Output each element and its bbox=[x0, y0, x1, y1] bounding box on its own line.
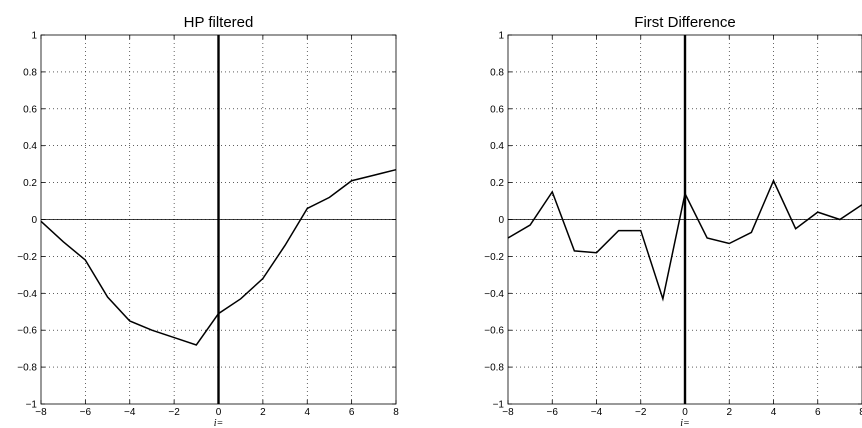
y-tick-label: 0 bbox=[498, 215, 504, 226]
x-tick-label: 6 bbox=[349, 407, 355, 418]
y-tick-label: 0.6 bbox=[490, 104, 504, 115]
y-tick-label: −0.2 bbox=[17, 252, 37, 263]
y-tick-label: −0.8 bbox=[17, 363, 37, 374]
chart-panel-2: −8 −6 −4 −2 0 2 4 6 8 −1 −0.8 −0.6 −0.4 −0.2 0 0.2 0.4 0.… bbox=[484, 14, 862, 428]
y-tick-label: 0 bbox=[31, 215, 37, 226]
chart-title: First Difference bbox=[634, 14, 735, 31]
y-tick-label: 0.8 bbox=[23, 67, 37, 78]
x-tick-label: −4 bbox=[591, 407, 603, 418]
x-tick-label: 0 bbox=[682, 407, 688, 418]
y-tick-label: −0.6 bbox=[484, 326, 504, 337]
y-tick-label: −0.4 bbox=[484, 289, 504, 300]
chart-title: HP filtered bbox=[184, 14, 254, 31]
y-tick-label: −0.8 bbox=[484, 363, 504, 374]
y-tick-label: 1 bbox=[498, 31, 504, 42]
x-tick-label: 0 bbox=[216, 407, 222, 418]
x-tick-label: 4 bbox=[771, 407, 777, 418]
x-tick-label: −2 bbox=[168, 407, 180, 418]
x-tick-label: −6 bbox=[547, 407, 559, 418]
y-tick-label: −0.2 bbox=[484, 252, 504, 263]
y-tick-label: 0.2 bbox=[23, 178, 37, 189]
y-tick-label: −1 bbox=[26, 400, 38, 411]
x-axis-label: i= bbox=[680, 418, 690, 428]
x-tick-label: −8 bbox=[502, 407, 514, 418]
x-tick-label: 4 bbox=[304, 407, 310, 418]
y-tick-label: −1 bbox=[493, 400, 505, 411]
x-tick-label: 2 bbox=[726, 407, 732, 418]
y-tick-label: 0.8 bbox=[490, 67, 504, 78]
y-tick-label: 0.4 bbox=[490, 141, 504, 152]
series-line-1 bbox=[40, 168, 397, 346]
x-tick-label: 6 bbox=[815, 407, 821, 418]
y-tick-label: 0.6 bbox=[23, 104, 37, 115]
y-tick-label: 0.4 bbox=[23, 141, 37, 152]
y-tick-label: 1 bbox=[31, 31, 37, 42]
x-tick-label: −2 bbox=[635, 407, 647, 418]
x-tick-label: 8 bbox=[859, 407, 862, 418]
series-line-1 bbox=[507, 178, 862, 302]
y-tick-label: −0.4 bbox=[17, 289, 37, 300]
y-tick-label: −0.6 bbox=[17, 326, 37, 337]
x-tick-label: −4 bbox=[124, 407, 136, 418]
x-tick-label: −6 bbox=[80, 407, 92, 418]
y-tick-label: 0.2 bbox=[490, 178, 504, 189]
x-axis-label: i= bbox=[214, 418, 224, 428]
x-tick-label: −8 bbox=[35, 407, 47, 418]
x-tick-label: 2 bbox=[260, 407, 266, 418]
x-tick-label: 8 bbox=[393, 407, 399, 418]
chart-panel-1: −8 −6 −4 −2 0 2 4 6 8 −1 −0.8 −0.6 −0.4 −0.2 0 0.2 0.4 0.… bbox=[17, 14, 399, 428]
